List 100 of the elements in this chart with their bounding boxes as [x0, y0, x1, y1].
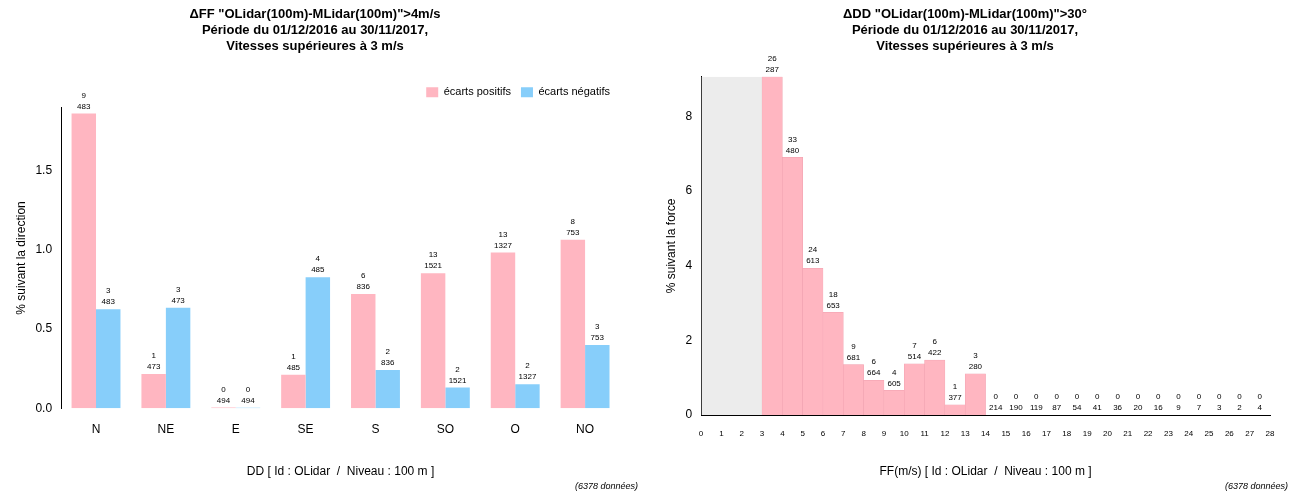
y-tick-label: 0.0 — [35, 400, 53, 415]
annotation: 2 1327 — [518, 361, 537, 382]
annotation: 3 483 — [101, 286, 116, 307]
annotation: 0 7 — [1196, 392, 1202, 413]
annotation: 7 514 — [907, 341, 922, 362]
x-tick-label: 2 — [739, 429, 745, 438]
annotation: 2 836 — [381, 347, 395, 368]
bar — [71, 113, 97, 409]
x-tick-label: 26 — [1224, 429, 1235, 438]
x-tick-label: 1 — [719, 429, 725, 438]
annotation: 8 753 — [566, 216, 581, 237]
annotation: 4 485 — [311, 254, 326, 275]
annotation: 0 36 — [1113, 392, 1123, 413]
x-tick-label: 14 — [981, 429, 991, 438]
annotation: 13 1521 — [424, 250, 443, 271]
x-tick-label: 24 — [1184, 429, 1194, 438]
annotation: 6 422 — [928, 337, 942, 358]
bar — [420, 273, 446, 409]
bar — [375, 369, 400, 409]
bar — [141, 373, 166, 409]
bar — [96, 309, 121, 409]
x-tick-label: 22 — [1143, 429, 1154, 438]
text: (6378 données) — [1224, 481, 1288, 491]
annotation: 0 4 — [1257, 392, 1263, 413]
bar — [585, 345, 610, 409]
legend-label: écarts positifs — [443, 85, 512, 98]
bar — [281, 374, 306, 409]
x-tick-label: 10 — [899, 429, 910, 438]
annotation: 3 473 — [171, 284, 186, 305]
annotation: 9 681 — [846, 341, 861, 362]
annotation: 0 190 — [1009, 392, 1024, 413]
annotation: 4 605 — [887, 367, 902, 388]
bar — [515, 384, 540, 409]
annotation: 18 653 — [826, 289, 841, 310]
bar — [351, 294, 376, 409]
chart-title: ΔFF "OLidar(100m)-MLidar(100m)">4m/s Période du 01/12/2016 au 30/11/2017, Vitesses supérieures à 3 m/s — [189, 5, 441, 54]
chart-title: ΔDD "OLidar(100m)-MLidar(100m)">30° Période du 01/12/2016 au 30/11/2017, Vitesses supérieures à 3 m/s — [843, 5, 1087, 54]
x-tick-label: 23 — [1163, 429, 1174, 438]
y-axis-title: % suivant la force — [663, 198, 678, 294]
annotation: 26 287 — [765, 53, 780, 74]
annotation: 9 483 — [77, 90, 92, 111]
annotation: 13 1327 — [494, 229, 513, 250]
annotation: 33 480 — [785, 134, 800, 155]
y-tick-label: 2 — [685, 332, 693, 347]
x-axis-title: FF(m/s) [ Id : OLidar / Niveau : 100 m ] — [879, 464, 1092, 479]
bar — [445, 387, 470, 409]
y-tick-label: 4 — [685, 257, 693, 272]
x-tick-label: 4 — [780, 429, 786, 438]
annotation: 6 836 — [356, 271, 371, 292]
annotation: 0 494 — [216, 384, 231, 405]
x-tick-label: 15 — [1001, 429, 1011, 438]
y-axis-title: % suivant la direction — [13, 201, 28, 315]
annotation: 0 3 — [1216, 392, 1222, 413]
y-tick-label: 0 — [685, 407, 693, 422]
x-tick-label: 6 — [820, 429, 826, 438]
annotation: 0 2 — [1237, 392, 1243, 413]
annotation: 0 494 — [241, 384, 256, 405]
y-tick-label: 6 — [685, 183, 693, 198]
annotation: 24 613 — [806, 245, 821, 266]
x-tick-label: 19 — [1082, 429, 1093, 438]
annotation: 0 20 — [1133, 392, 1143, 413]
annotation: 0 214 — [989, 392, 1003, 413]
y-tick-label: 1.5 — [35, 163, 53, 178]
annotation: 3 753 — [590, 322, 605, 343]
x-tick-label: 21 — [1123, 429, 1133, 438]
annotation: 0 54 — [1072, 392, 1082, 413]
annotation: 1 485 — [286, 351, 301, 372]
annotation: 0 41 — [1092, 392, 1103, 413]
annotation: 0 9 — [1176, 392, 1182, 413]
x-tick-label: NO — [576, 421, 595, 436]
x-axis-title: DD [ Id : OLidar / Niveau : 100 m ] — [246, 464, 435, 479]
x-tick-label: 12 — [940, 429, 950, 438]
x-tick-label: 9 — [881, 429, 887, 438]
bar — [165, 307, 191, 409]
x-tick-label: 27 — [1245, 429, 1255, 438]
y-tick-label: 8 — [685, 108, 693, 123]
x-tick-label: 8 — [861, 429, 867, 438]
x-tick-label: 11 — [920, 429, 930, 438]
x-tick-label: N — [91, 421, 101, 436]
annotation: 2 1521 — [448, 364, 468, 385]
annotation: 3 280 — [968, 351, 983, 372]
x-tick-label: 16 — [1021, 429, 1032, 438]
annotation: 0 87 — [1052, 392, 1062, 413]
x-tick-label: 17 — [1042, 429, 1052, 438]
x-tick-label: 7 — [841, 429, 847, 438]
x-tick-label: 28 — [1265, 429, 1275, 438]
x-tick-label: O — [510, 421, 520, 436]
annotation: 1 473 — [146, 351, 161, 372]
x-tick-label: E — [231, 421, 240, 436]
x-tick-label: 0 — [698, 429, 704, 438]
x-tick-label: 18 — [1062, 429, 1072, 438]
annotation: 1 377 — [948, 382, 963, 403]
bar — [305, 277, 331, 409]
y-tick-label: 1.0 — [35, 242, 53, 257]
annotation: 0 119 — [1029, 392, 1044, 413]
x-tick-label: NE — [157, 421, 175, 436]
legend-label: écarts négatifs — [538, 85, 611, 98]
x-tick-label: 3 — [759, 429, 765, 438]
annotation: 6 664 — [867, 357, 881, 378]
x-tick-label: S — [371, 421, 380, 436]
